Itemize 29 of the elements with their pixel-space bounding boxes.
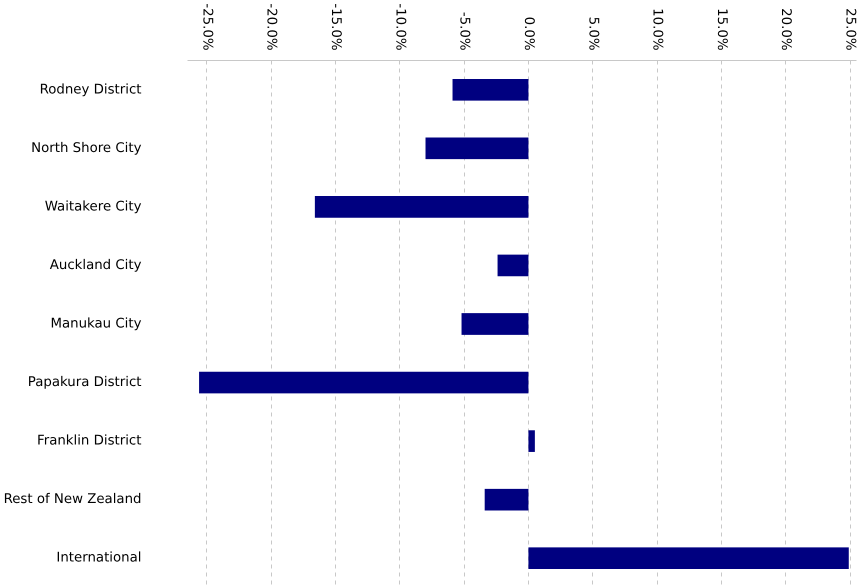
y-tick-label: North Shore City: [31, 140, 142, 156]
y-tick-label: Rodney District: [40, 82, 142, 98]
x-tick-label: -20.0%: [264, 3, 279, 51]
x-tick-label: 10.0%: [650, 8, 665, 51]
x-tick-label: 15.0%: [714, 8, 729, 51]
x-tick-label: -25.0%: [199, 3, 214, 51]
y-tick-label: Manukau City: [50, 316, 142, 332]
y-tick-label: Franklin District: [37, 434, 142, 449]
x-tick-label: -5.0%: [456, 12, 472, 50]
bar: [528, 547, 849, 570]
x-tick-label: -15.0%: [328, 3, 343, 51]
x-tick-label: 25.0%: [842, 8, 858, 51]
y-tick-label: Waitakere City: [44, 199, 142, 214]
bar: [199, 372, 528, 394]
x-tick-label: 0.0%: [520, 16, 536, 51]
bar: [426, 138, 528, 160]
x-tick-label: 5.0%: [585, 16, 600, 51]
y-tick-label: International: [56, 550, 142, 566]
bar: [498, 254, 528, 276]
x-tick-label: 20.0%: [778, 8, 794, 51]
bar: [484, 488, 528, 510]
bar: [462, 313, 528, 335]
y-tick-label: Rest of New Zealand: [4, 492, 142, 508]
bar: [452, 78, 528, 101]
y-tick-label: Auckland City: [50, 258, 142, 273]
bar: [528, 430, 535, 452]
x-tick-label: -10.0%: [392, 3, 408, 51]
bar: [314, 196, 528, 218]
y-tick-label: Papakura District: [28, 375, 142, 390]
